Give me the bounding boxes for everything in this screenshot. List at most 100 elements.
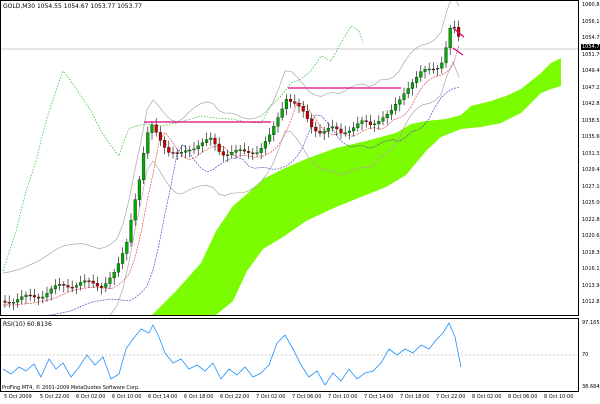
candle-body <box>142 153 146 180</box>
candle-body <box>41 296 45 299</box>
candle-body <box>3 300 7 303</box>
candle-body <box>116 263 120 273</box>
rsi-axis: 97.1651 70 38.6848 <box>580 318 600 392</box>
candle-body <box>415 77 419 83</box>
price-chart-pane[interactable]: GOLD,M30 1054.55 1054.67 1053.77 1053.77 <box>0 0 579 316</box>
candle-body <box>217 143 221 152</box>
candle-body <box>394 104 398 111</box>
candle-body <box>364 120 368 122</box>
candle-body <box>440 62 444 69</box>
candle-body <box>112 272 116 279</box>
bollinger-upper <box>2 1 460 274</box>
time-tick-label: 8 Oct 02:00 <box>472 394 502 400</box>
candle-body <box>24 294 28 297</box>
candle-body <box>263 141 267 149</box>
candle-body <box>251 152 255 154</box>
candle-body <box>297 103 301 107</box>
chart-ohlc-values: 1054.55 1054.67 1053.77 1053.77 <box>36 3 142 10</box>
candle-body <box>179 152 183 154</box>
candle-body <box>49 288 53 294</box>
candle-body <box>137 179 141 200</box>
time-tick-label: 7 Oct 14:00 <box>364 394 394 400</box>
candle-body <box>305 111 309 119</box>
price-tick-label: 1042.85 <box>582 101 600 107</box>
candle-body <box>125 241 129 254</box>
candle-body <box>406 88 410 94</box>
candle-body <box>242 149 246 152</box>
candle-body <box>284 99 288 110</box>
candle-body <box>326 127 330 132</box>
copyright-text: ProFing MT4, © 2001-2009 MetaQuotes Soft… <box>2 385 140 391</box>
time-tick-label: 8 Oct 06:00 <box>508 394 538 400</box>
resistance-line <box>452 47 464 56</box>
candle-body <box>53 285 57 290</box>
price-tick-label: 1054.77 <box>582 35 600 41</box>
candle-body <box>343 132 347 134</box>
candle-body <box>95 283 99 287</box>
candle-body <box>234 150 238 153</box>
candle-body <box>188 149 192 152</box>
candle-body <box>158 132 162 141</box>
candle-body <box>171 152 175 154</box>
candle-body <box>91 280 95 284</box>
time-tick-label: 6 Oct 02:00 <box>76 394 106 400</box>
candle-body <box>196 145 200 150</box>
candle-body <box>280 108 284 118</box>
candle-body <box>200 142 204 146</box>
rsi-pane[interactable]: RSI(10) 60.8136 <box>0 318 579 392</box>
candle-body <box>192 148 196 151</box>
candle-body <box>213 137 217 145</box>
price-tick-label: 1051.70 <box>582 51 600 58</box>
rsi-level-label: 97.1651 <box>582 320 600 326</box>
candle-body <box>226 154 230 156</box>
candle-body <box>255 152 259 154</box>
candle-body <box>352 127 356 132</box>
candle-body <box>100 285 104 288</box>
rsi-title: RSI(10) 60.8136 <box>3 321 52 328</box>
candle-body <box>20 296 24 300</box>
candle-body <box>419 71 423 78</box>
candle-body <box>339 128 343 133</box>
price-tick-label: 1060.85 <box>582 2 600 8</box>
candle-body <box>398 99 402 105</box>
candle-body <box>205 139 209 143</box>
price-tick-label: 1020.65 <box>582 233 600 239</box>
candle-body <box>121 253 125 264</box>
candle-body <box>410 82 414 89</box>
candle-body <box>62 284 66 286</box>
candle-body <box>37 296 41 299</box>
candle-body <box>360 120 364 124</box>
candle-body <box>452 26 456 29</box>
candle-body <box>381 117 385 122</box>
candle-body <box>209 137 213 140</box>
candle-body <box>104 283 108 288</box>
candle-body <box>368 121 372 125</box>
candle-body <box>175 152 179 154</box>
candle-body <box>259 148 263 153</box>
candle-body <box>310 118 314 128</box>
candle-body <box>431 68 435 71</box>
candle-body <box>293 101 297 104</box>
price-tick-label: 1012.85 <box>582 299 600 305</box>
rsi-level-label: 38.6848 <box>582 384 600 390</box>
candle-body <box>318 130 322 134</box>
price-tick-label: 1031.35 <box>582 150 600 157</box>
candle-body <box>331 126 335 129</box>
time-tick-label: 7 Oct 22:00 <box>436 394 466 400</box>
chart-title: GOLD,M30 1054.55 1054.67 1053.77 1053.77 <box>3 3 142 10</box>
candle-body <box>238 149 242 151</box>
candle-body <box>7 302 11 304</box>
candle-body <box>221 151 225 156</box>
candle-body <box>402 93 406 100</box>
candle-body <box>58 284 62 286</box>
candle-body <box>448 28 452 48</box>
candle-body <box>11 302 15 304</box>
rsi-level-label: 70 <box>582 352 589 358</box>
price-tick-label: 1038.55 <box>582 117 600 124</box>
candle-body <box>347 130 351 133</box>
candle-body <box>87 280 91 282</box>
candle-body <box>79 282 83 286</box>
candle-body <box>247 151 251 153</box>
price-chart <box>1 1 578 315</box>
price-tick-label: 1035.60 <box>582 134 600 140</box>
